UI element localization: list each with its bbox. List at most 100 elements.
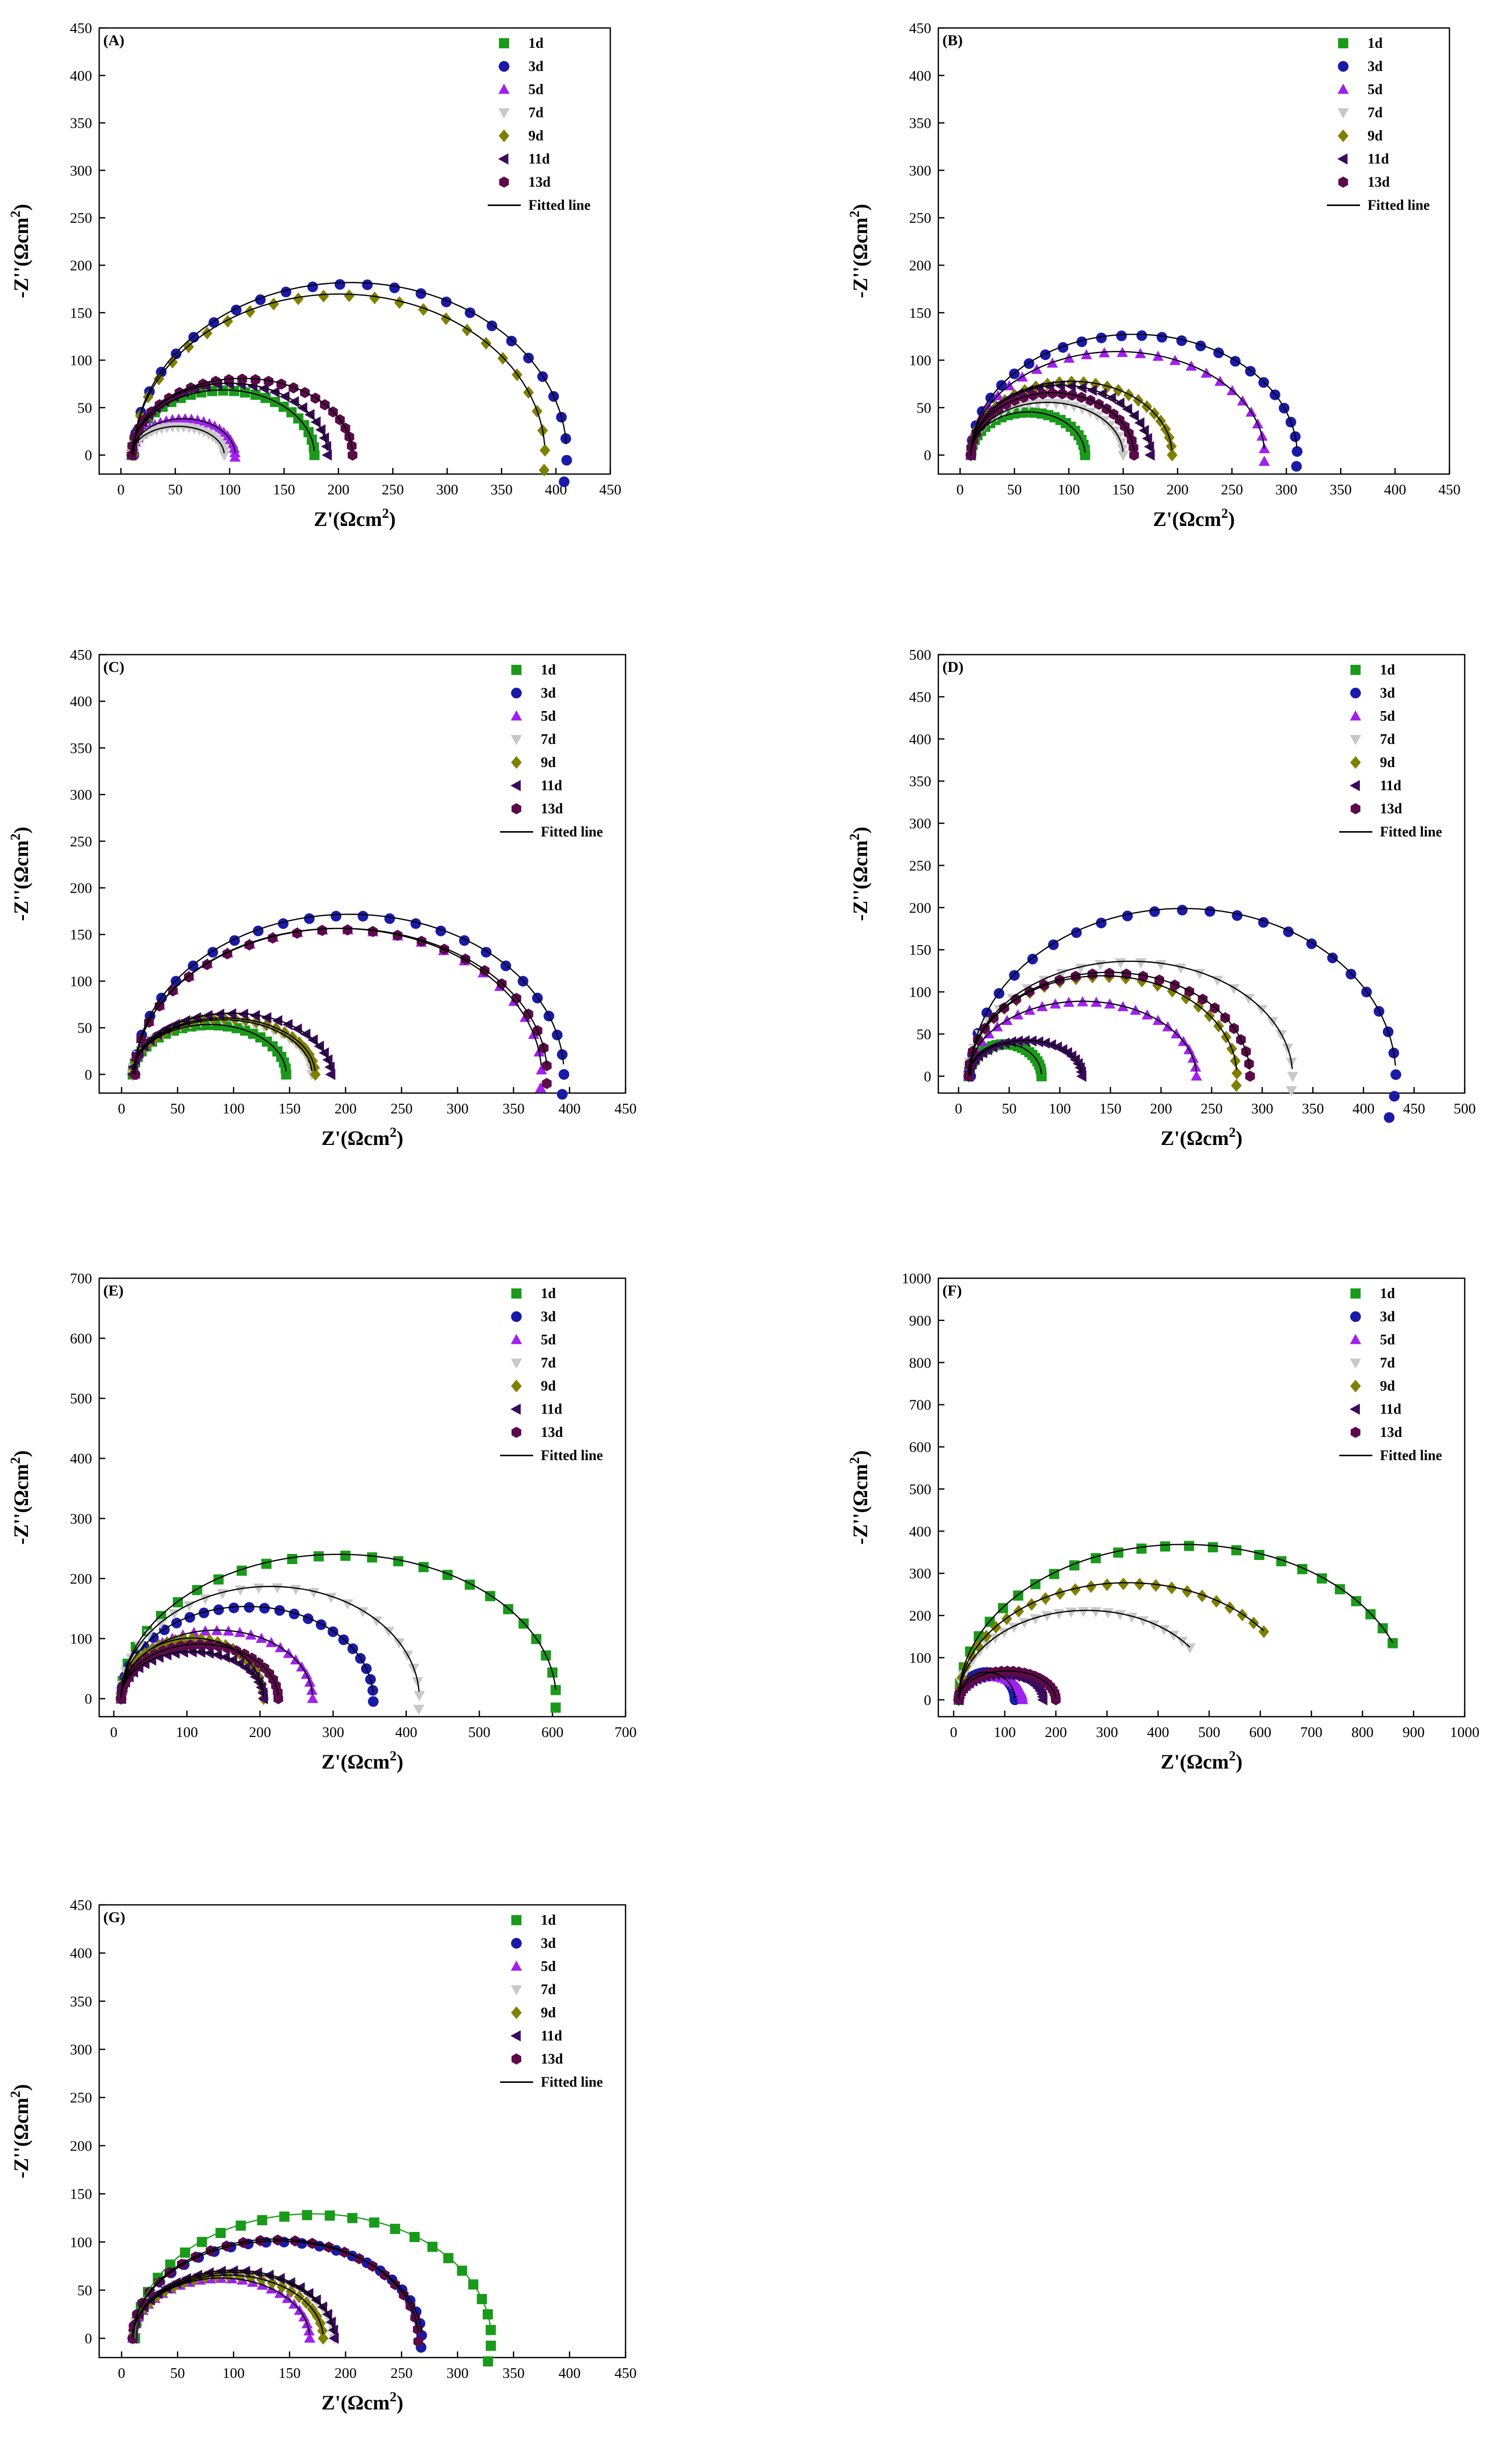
- data-point: [290, 2235, 300, 2247]
- legend: 1d 3d 5d 7d 9d 11d 13d Fitted line: [1339, 662, 1442, 840]
- legend: 1d 3d 5d 7d 9d 11d 13d Fitted line: [1327, 36, 1430, 214]
- data-point: [1231, 1079, 1242, 1092]
- data-point: [1036, 1071, 1047, 1081]
- chart-panel-d: 0 50 100 150 200 250 300 350 400 450 500 0 50 100 150 2…: [847, 647, 1476, 1150]
- data-point: [1017, 1694, 1028, 1704]
- y-axis-label: -Z''(Ωcm2): [847, 1450, 872, 1544]
- x-axis-label: Z'(Ωcm2): [321, 1125, 403, 1150]
- y-tick-label: 50: [77, 1020, 92, 1037]
- data-point: [558, 1069, 570, 1080]
- panel-title: (G): [103, 1909, 125, 1926]
- fitted-line-9d: [133, 293, 546, 455]
- legend-label: 7d: [1368, 105, 1383, 121]
- y-tick-label: 400: [909, 731, 932, 748]
- x-tick-label: 200: [1167, 482, 1189, 498]
- data-point: [304, 2332, 315, 2343]
- legend-label: 11d: [541, 1402, 562, 1418]
- legend-label: Fitted line: [541, 2075, 603, 2091]
- legend-label: 13d: [528, 174, 551, 190]
- data-point: [255, 2235, 265, 2247]
- legend-label: 3d: [541, 1309, 556, 1325]
- data-point: [290, 1584, 302, 1595]
- data-point: [1287, 1072, 1298, 1082]
- legend-label: 3d: [1368, 59, 1383, 75]
- data-point: [313, 1551, 324, 1562]
- legend-marker: [511, 1334, 522, 1344]
- data-point: [1191, 1070, 1202, 1081]
- legend-label: 3d: [541, 686, 556, 701]
- data-point: [1144, 441, 1154, 453]
- legend-marker: [498, 129, 510, 142]
- legend-label: Fitted line: [1380, 825, 1442, 840]
- data-point: [340, 1550, 351, 1561]
- fitted-line-1d: [120, 1553, 556, 1699]
- data-point: [461, 323, 472, 337]
- series-3d: [115, 1602, 379, 1707]
- data-point: [1080, 450, 1090, 460]
- legend-marker: [511, 1311, 522, 1322]
- data-point: [368, 1696, 379, 1707]
- legend-marker: [1338, 176, 1348, 188]
- data-point: [315, 1619, 327, 1630]
- data-point: [1157, 332, 1168, 343]
- data-point: [1243, 994, 1255, 1005]
- legend-label: 7d: [541, 1356, 556, 1371]
- data-point: [1076, 336, 1087, 347]
- x-tick-label: 50: [1007, 482, 1022, 498]
- legend: 1d 3d 5d 7d 9d 11d 13d Fitted line: [500, 1913, 603, 2091]
- legend-marker: [1349, 1403, 1360, 1415]
- legend-marker: [511, 688, 522, 698]
- chart-panel-c: 0 50 100 150 200 250 300 350 400 450 0 50 100 150 200 2…: [8, 647, 637, 1150]
- y-tick-label: 0: [85, 2331, 93, 2347]
- data-point: [418, 303, 429, 316]
- data-point: [1211, 1595, 1222, 1608]
- y-tick-label: 0: [924, 1069, 932, 1085]
- data-point: [1167, 449, 1178, 462]
- y-tick-label: 500: [909, 1481, 932, 1497]
- data-point: [1129, 449, 1139, 461]
- legend-label: Fitted line: [528, 198, 590, 214]
- data-point: [1013, 1605, 1024, 1618]
- y-tick-label: 600: [70, 1331, 93, 1347]
- data-point: [245, 1666, 256, 1678]
- data-point: [1117, 451, 1129, 461]
- x-tick-label: 200: [249, 1724, 272, 1741]
- y-axis-label: -Z''(Ωcm2): [8, 2084, 33, 2178]
- data-point: [1389, 1091, 1400, 1102]
- data-point: [1160, 1541, 1171, 1552]
- data-point: [300, 1028, 311, 1040]
- legend-marker: [511, 1379, 522, 1393]
- data-point: [184, 1612, 195, 1623]
- y-tick-label: 300: [909, 163, 932, 179]
- x-tick-label: 500: [468, 1724, 491, 1741]
- x-tick-label: 350: [502, 1101, 525, 1117]
- y-tick-label: 500: [70, 1391, 93, 1407]
- panel-title: (C): [103, 659, 125, 675]
- data-point: [238, 1008, 248, 1020]
- y-tick-label: 50: [77, 2282, 92, 2299]
- data-point: [1122, 403, 1133, 415]
- legend-label: 3d: [528, 59, 544, 75]
- data-point: [217, 1589, 228, 1600]
- data-point: [1142, 433, 1152, 445]
- plot-frame: [937, 27, 1450, 475]
- data-point: [1384, 1112, 1395, 1123]
- legend-marker: [511, 1985, 522, 1995]
- fitted-line-5d: [968, 1001, 1197, 1076]
- y-tick-label: 150: [70, 305, 93, 321]
- data-point: [1096, 332, 1107, 343]
- legend-label: 1d: [541, 662, 556, 678]
- data-point: [263, 2270, 274, 2281]
- data-point: [1114, 397, 1125, 409]
- y-tick-label: 300: [70, 163, 93, 179]
- legend: 1d 3d 5d 7d 9d 11d 13d Fitted line: [1339, 1286, 1442, 1464]
- x-tick-label: 300: [447, 2365, 469, 2381]
- x-tick-label: 400: [1384, 482, 1406, 498]
- data-point: [384, 913, 395, 924]
- fitted-line-9d: [120, 1637, 264, 1699]
- data-point: [237, 373, 247, 385]
- chart-panel-b: 0 50 100 150 200 250 300 350 400 450 0 50 100 150 200 2…: [847, 20, 1461, 531]
- data-point: [344, 289, 355, 303]
- data-point: [1109, 426, 1120, 437]
- legend-label: 11d: [528, 152, 550, 167]
